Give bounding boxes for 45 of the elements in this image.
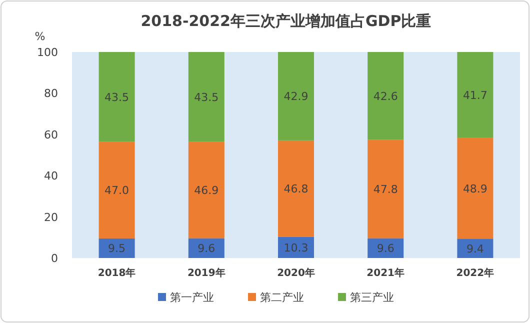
bar — [188, 142, 224, 238]
data-label: 48.9 — [462, 182, 488, 196]
x-tick-label: 2021年 — [366, 267, 405, 279]
bar — [457, 238, 494, 258]
bar — [98, 238, 135, 258]
bar — [278, 52, 314, 140]
legend-label: 第一产业 — [170, 291, 214, 304]
data-label: 42.9 — [284, 90, 308, 104]
bar — [188, 238, 224, 258]
y-tick-label: 60 — [44, 128, 58, 142]
data-label: 9.4 — [466, 242, 484, 256]
bar — [457, 138, 494, 239]
x-tick-label: 2020年 — [277, 267, 315, 279]
x-tick-label: 2022年 — [456, 267, 494, 279]
chart-title: 2018-2022年三次产业增加值占GDP比重 — [140, 12, 432, 30]
bar — [188, 52, 224, 142]
y-tick-label: 80 — [44, 87, 58, 100]
bar — [98, 52, 135, 142]
data-label: 9.5 — [108, 242, 126, 256]
bar — [368, 140, 404, 238]
data-label: 10.3 — [284, 241, 308, 254]
bar — [457, 52, 494, 138]
data-label: 46.9 — [194, 184, 219, 197]
data-label: 47.0 — [104, 184, 130, 198]
data-label: 47.8 — [373, 182, 398, 196]
y-tick-label: 40 — [44, 170, 58, 183]
y-tick-label: 100 — [37, 46, 58, 59]
legend-label: 第二产业 — [260, 291, 304, 304]
bar — [278, 140, 314, 237]
x-tick-label: 2019年 — [187, 267, 226, 279]
data-label: 9.6 — [198, 242, 216, 256]
data-label: 42.6 — [373, 90, 398, 103]
legend-label: 第三产业 — [350, 291, 394, 304]
data-label: 41.7 — [462, 88, 488, 102]
y-tick-label: 0 — [51, 252, 58, 265]
y-axis-title: % — [34, 30, 46, 43]
data-label: 9.6 — [376, 242, 394, 256]
y-tick-label: 20 — [44, 210, 58, 224]
bar — [368, 52, 404, 140]
data-label: 43.5 — [194, 90, 219, 104]
data-label: 43.5 — [104, 90, 130, 104]
bar — [98, 142, 135, 238]
bar — [368, 238, 404, 258]
x-tick-label: 2018年 — [98, 267, 136, 279]
data-label: 46.8 — [284, 182, 308, 196]
